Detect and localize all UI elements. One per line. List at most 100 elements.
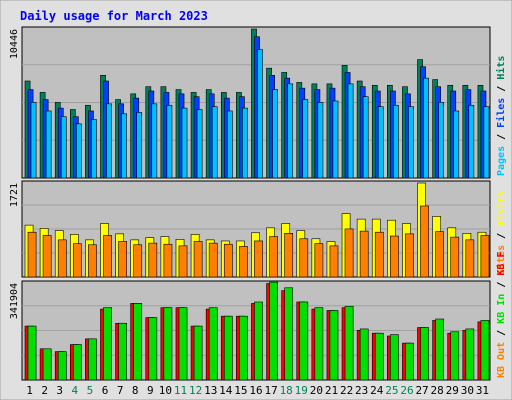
x-tick-label: 5 — [87, 384, 94, 397]
legend-separator: / — [496, 128, 507, 146]
bar-sites — [88, 244, 97, 278]
legend-separator: / — [496, 324, 507, 342]
chart-title: Daily usage for March 2023 — [20, 9, 208, 23]
legend-separator: / — [496, 276, 507, 294]
x-tick-label: 16 — [249, 384, 262, 397]
bar-sites — [435, 231, 445, 278]
y-max-label: 10446 — [9, 29, 20, 59]
bar-kb-in — [178, 307, 188, 381]
x-tick-label: 30 — [461, 384, 474, 397]
bar-sites — [405, 233, 414, 278]
x-tick-label: 27 — [415, 384, 428, 397]
bar-kb-in — [72, 344, 82, 381]
bar-sites — [223, 243, 233, 278]
bar-sites — [178, 245, 188, 278]
x-tick-label: 3 — [56, 384, 63, 397]
bar-kb-in — [27, 325, 37, 381]
bar-pages — [60, 116, 67, 179]
bar-pages — [45, 110, 52, 179]
legend-entry: Visits — [495, 191, 507, 227]
x-tick-label: 21 — [325, 384, 338, 397]
bar-kb-in — [42, 348, 52, 381]
bar-sites — [133, 244, 143, 278]
bar-pages — [242, 107, 248, 179]
x-tick-label: 23 — [355, 384, 368, 397]
bar-pages — [362, 96, 369, 179]
x-tick-label: 11 — [174, 384, 187, 397]
bar-pages — [302, 99, 309, 179]
bar-kb-in — [239, 315, 248, 381]
bar-pages — [438, 102, 445, 179]
bar-pages — [377, 106, 384, 179]
x-tick-label: 24 — [370, 384, 384, 397]
x-tick-label: 8 — [132, 384, 139, 397]
bar-pages — [317, 102, 324, 179]
bar-pages — [453, 110, 460, 179]
bar-sites — [359, 230, 369, 278]
bar-kb-in — [88, 338, 97, 381]
bar-sites — [254, 240, 263, 278]
x-tick-label: 15 — [234, 384, 247, 397]
bar-kb-in — [480, 320, 490, 381]
bar-pages — [75, 123, 82, 179]
x-tick-label: 4 — [72, 384, 79, 397]
bar-kb-in — [420, 327, 429, 381]
bar-kb-in — [223, 315, 233, 381]
bar-sites — [118, 241, 127, 278]
bar-pages — [121, 113, 127, 179]
x-tick-label: 12 — [189, 384, 202, 397]
svg-text:KB Out / KB In / KB F: KB Out / KB In / KB F — [496, 252, 507, 378]
x-tick-label: 29 — [446, 384, 459, 397]
bar-pages — [332, 100, 339, 179]
x-tick-label: 18 — [280, 384, 293, 397]
x-tick-label: 9 — [147, 384, 154, 397]
bar-kb-in — [450, 331, 460, 381]
legend-entry: Hits — [495, 56, 507, 80]
bar-pages — [30, 102, 37, 179]
bar-sites — [239, 246, 248, 278]
legend-separator: / — [496, 80, 507, 98]
bar-pages — [211, 106, 218, 179]
bar-sites — [390, 235, 399, 278]
bar-kb-in — [359, 328, 369, 381]
x-tick-label: 13 — [204, 384, 217, 397]
x-tick-label: 6 — [102, 384, 109, 397]
bar-pages — [151, 103, 158, 179]
bar-sites — [269, 236, 278, 278]
bar-pages — [257, 49, 263, 179]
bar-pages — [347, 83, 354, 179]
bar-sites — [450, 236, 460, 278]
x-tick-label: 19 — [295, 384, 308, 397]
bar-kb-in — [148, 317, 158, 381]
x-tick-label: 26 — [400, 384, 413, 397]
bar-kb-in — [269, 281, 278, 381]
x-tick-label: 14 — [219, 384, 233, 397]
legend-entry: Files — [495, 98, 507, 128]
bar-kb-in — [103, 307, 112, 381]
bar-kb-in — [254, 301, 263, 381]
panel-bottom: 341904 KB Out / KB In / KB F — [9, 252, 507, 381]
bar-pages — [468, 104, 475, 179]
y-max-label: 341904 — [9, 283, 20, 319]
bar-sites — [208, 242, 218, 278]
bar-kb-in — [57, 351, 67, 381]
x-tick-label: 20 — [310, 384, 323, 397]
panel-middle: 1721 Sites / Visits — [9, 180, 507, 278]
svg-text:Pages / Files / Hits: Pages / Files / Hits — [495, 56, 507, 176]
bar-pages — [287, 83, 294, 179]
bar-pages — [181, 107, 188, 179]
bar-kb-in — [390, 334, 399, 381]
bar-pages — [272, 89, 278, 179]
bar-sites — [148, 242, 158, 278]
bar-sites — [465, 239, 475, 278]
bar-sites — [329, 245, 339, 278]
x-tick-label: 10 — [159, 384, 172, 397]
legend-separator: / — [496, 227, 507, 245]
bar-kb-in — [314, 307, 324, 381]
bar-pages — [408, 106, 414, 179]
x-tick-label: 17 — [264, 384, 277, 397]
legend-entry: KB F — [496, 252, 507, 276]
bar-sites — [72, 243, 82, 278]
legend-entry: KB In — [496, 294, 507, 324]
